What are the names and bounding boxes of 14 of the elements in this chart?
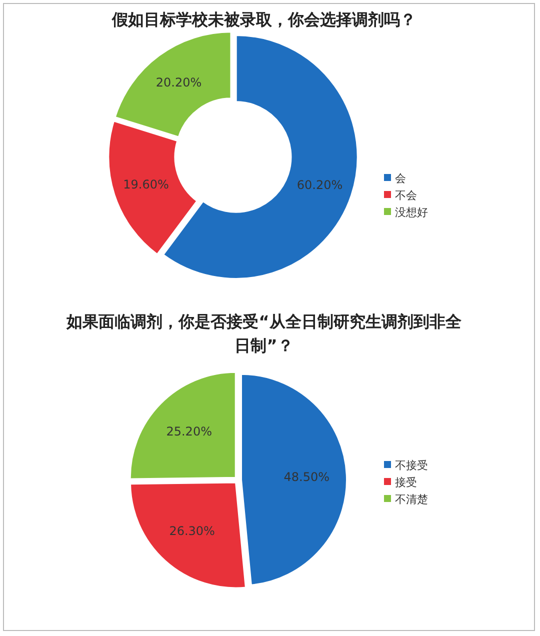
chart-title: 假如目标学校未被录取，你会选择调剂吗？ <box>110 9 417 31</box>
data-label: 19.60% <box>123 177 169 192</box>
data-label: 25.20% <box>166 424 212 439</box>
data-label: 48.50% <box>284 470 330 484</box>
data-label: 20.20% <box>156 75 202 90</box>
legend-label: 不接受 <box>395 459 428 472</box>
legend-label: 没想好 <box>395 206 428 219</box>
legend-label: 不会 <box>395 189 417 202</box>
chart-title: 如果面临调剂，你是否接受“从全日制研究生调剂到非全日制”？ <box>65 311 462 357</box>
legend-label: 会 <box>395 172 406 185</box>
legend-label: 接受 <box>395 476 417 489</box>
data-label: 60.20% <box>296 178 343 192</box>
legend-label: 不清楚 <box>395 493 428 506</box>
data-label: 26.30% <box>169 524 215 538</box>
